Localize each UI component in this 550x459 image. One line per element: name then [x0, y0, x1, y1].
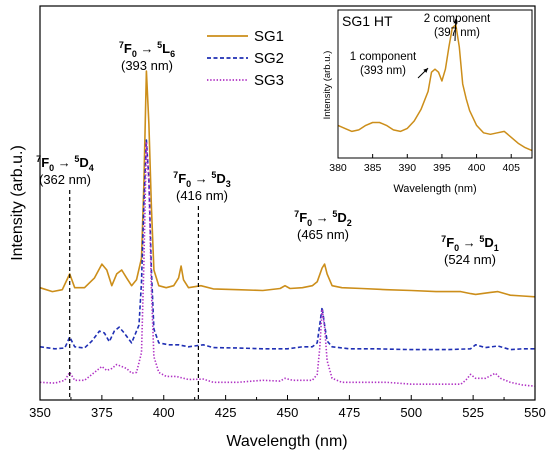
transition-label: 7F0 → 5D3 — [173, 170, 231, 189]
inset-arrow-head — [423, 68, 429, 73]
inset-series-layer — [337, 24, 533, 152]
transition-label: 7F0 → 5D1 — [441, 234, 499, 253]
transition-label: 7F0 → 5D4 — [36, 154, 94, 173]
inset-plot: 380 385 390 395 400 405 SG1 HT Wavelength (nm… — [315, 8, 533, 206]
series-line-sg1 — [39, 70, 536, 298]
x-tick-label: 475 — [339, 405, 361, 420]
legend-label-sg1: SG1 — [254, 28, 284, 45]
inset-labels: 1 component (393 nm) 2 component (397 nm) — [350, 13, 491, 79]
inset-x-tick-label: 390 — [399, 162, 417, 174]
legend: SG1 SG2 SG3 — [207, 28, 284, 89]
inset-component-label: (393 nm) — [360, 65, 406, 77]
x-tick-label: 350 — [29, 405, 51, 420]
transition-wavelength-label: (393 nm) — [121, 58, 173, 73]
inset-x-tick-label: 385 — [364, 162, 382, 174]
inset-x-tick-label: 395 — [433, 162, 451, 174]
inset-component-label: 2 component — [424, 13, 491, 25]
x-axis-title: Wavelength (nm) — [226, 433, 347, 450]
x-tick-label: 425 — [215, 405, 237, 420]
legend-label-sg2: SG2 — [254, 50, 284, 67]
inset-component-label: 1 component — [350, 51, 417, 63]
transition-label: 7F0 → 5L6 — [119, 40, 175, 59]
inset-frame — [337, 9, 533, 159]
inset-x-tick-label: 400 — [468, 162, 486, 174]
transition-wavelength-label: (524 nm) — [444, 252, 496, 267]
series-line-sg3 — [39, 141, 536, 387]
inset-series-line — [337, 24, 533, 152]
x-tick-label: 450 — [277, 405, 299, 420]
x-tick-label: 400 — [153, 405, 175, 420]
x-tick-label: 500 — [400, 405, 422, 420]
legend-label-sg3: SG3 — [254, 72, 284, 89]
transition-label: 7F0 → 5D2 — [294, 209, 352, 228]
inset-arrow-head — [453, 18, 458, 24]
inset-background — [315, 8, 533, 206]
x-tick-label: 375 — [91, 405, 113, 420]
transition-wavelength-label: (416 nm) — [176, 188, 228, 203]
inset-x-axis-title: Wavelength (nm) — [393, 183, 476, 195]
transition-wavelength-label: (362 nm) — [39, 172, 91, 187]
x-tick-label: 550 — [524, 405, 546, 420]
inset-x-tick-label: 405 — [502, 162, 520, 174]
y-axis-title: Intensity (arb.u.) — [9, 145, 26, 261]
series-line-sg2 — [39, 139, 535, 351]
inset-title: SG1 HT — [342, 13, 393, 29]
x-tick-label: 525 — [462, 405, 484, 420]
x-axis-ticks: 350 375 400 425 450 475 500 525 550 — [29, 395, 546, 420]
inset-component-label: (397 nm) — [434, 27, 480, 39]
series-layer — [39, 70, 536, 387]
inset-x-ticks: 380 385 390 395 400 405 — [329, 154, 520, 174]
inset-x-tick-label: 380 — [329, 162, 347, 174]
annotations: 7F0 → 5D4(362 nm)7F0 → 5L6(393 nm)7F0 → … — [36, 40, 499, 267]
transition-wavelength-label: (465 nm) — [297, 227, 349, 242]
inset-y-axis-title: Intensity (arb.u.) — [322, 51, 333, 120]
vline-layer — [69, 190, 199, 400]
